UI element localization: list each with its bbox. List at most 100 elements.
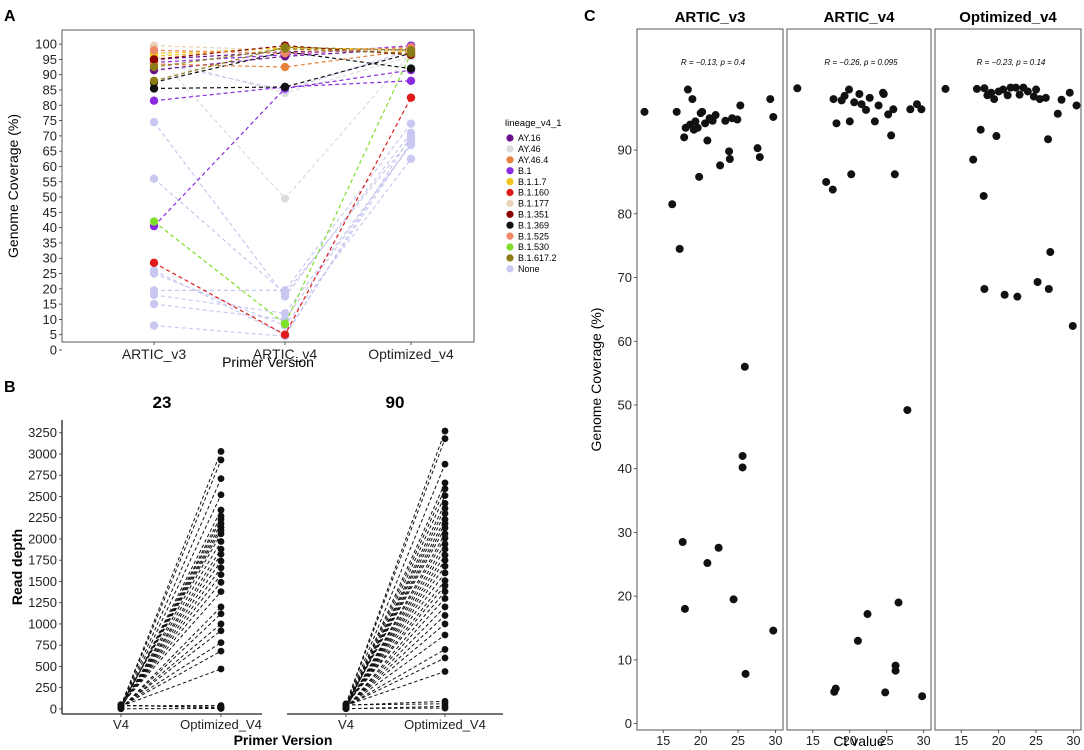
panel-b-pair-line [345,527,446,705]
panel-a-series-line [153,53,412,325]
panel-a-legend-label: B.1.617.2 [518,253,557,263]
panel-b-point [217,538,225,545]
panel-b-pair-line [120,494,222,709]
panel-c-point [1057,95,1066,104]
panel-c-point [889,105,898,114]
panel-b-point [441,435,449,443]
panel-b-pair-line [120,704,222,709]
panel-b-pair-line [345,463,446,706]
panel-c-point [879,90,888,99]
panel-a-chart: 0510152025303540455055606570758085909510… [5,29,562,370]
panel-c-correlation-annotation: R = −0.13, p = 0.4 [681,58,746,67]
panel-c-point [693,123,702,132]
panel-b-point [217,647,225,655]
panel-a-point [280,82,290,92]
panel-c-point [769,626,778,635]
panel-a-legend-label: B.1.351 [518,210,549,220]
panel-a-legend-label: None [518,264,540,274]
panel-c-point [698,107,707,116]
panel-c-point [640,107,649,116]
panel-c-point [1000,290,1009,299]
panel-b-point [217,603,225,611]
panel-c-ytick-label: 50 [618,397,632,412]
panel-c-point [1041,93,1050,102]
panel-c-point [870,117,879,126]
panel-c-ytick-label: 40 [618,461,632,476]
panel-c-point [703,559,712,568]
panel-c-facet-frame [636,28,784,731]
panel-c-ylabel: Genome Coverage (%) [588,308,604,452]
panel-a-ylabel: Genome Coverage (%) [5,114,21,258]
panel-b-pair-line [345,523,446,706]
panel-a-legend-title: lineage_v4_1 [505,118,562,129]
panel-c-point [683,85,692,94]
panel-a-ytick-label: 85 [43,83,57,98]
panel-c-point [1046,248,1055,257]
panel-b-pair-line [120,574,222,706]
panel-a-legend-label: B.1.369 [518,220,549,230]
panel-c-point [668,200,677,209]
panel-c-point [1072,101,1081,110]
panel-b-point [217,456,225,464]
panel-b-ylabel: Read depth [9,529,25,605]
panel-a-series-line [153,80,412,102]
panel-b-point [441,595,449,602]
panel-a-point [280,330,290,339]
panel-c-xtick-label: 30 [769,734,783,748]
panel-b-pair-line [120,519,222,708]
panel-a-series-line [153,45,412,61]
panel-b-pair-line [120,478,222,708]
panel-c-point [1023,87,1032,96]
panel-a-point [406,64,416,73]
panel-b-point [441,485,449,493]
panel-c-point [941,84,950,93]
panel-a-point [406,119,416,128]
panel-c-point [675,244,684,253]
panel-c-ytick-label: 60 [618,334,632,349]
panel-b-ytick-label: 2750 [28,468,57,483]
panel-a-ytick-label: 0 [50,343,57,358]
panel-a-legend-swatch [506,254,514,262]
panel-a-point [149,269,159,278]
panel-c-point [1053,109,1062,118]
panel-c-point [828,185,837,194]
panel-b-pair-line [345,585,446,705]
panel-a-point [406,131,416,141]
panel-b-ytick-label: 0 [50,701,57,716]
panel-b-point [441,551,449,559]
panel-a-point [280,309,290,318]
panel-c-point [678,538,687,547]
panel-c-xtick-label: 20 [843,734,857,748]
panel-c-xlabel: Ct value [833,733,885,749]
panel-b-point [217,557,225,565]
panel-b-pair-line [120,567,222,707]
panel-c-xtick-label: 25 [1029,734,1043,748]
panel-c-point [703,136,712,145]
panel-a-ytick-label: 40 [43,220,57,235]
panel-b-point [217,610,225,618]
panel-a-point [149,96,159,105]
panel-a-frame [61,29,475,343]
panel-b-point [441,577,449,584]
panel-c-point [738,451,747,460]
panel-a-point [406,93,416,102]
panel-b-point [441,427,449,435]
panel-a-legend-swatch [506,188,514,197]
panel-b-point [342,705,350,712]
panel-c-xtick-label: 25 [731,734,745,748]
panel-b-ytick-label: 500 [35,659,57,674]
panel-c-point [847,170,856,179]
panel-a-ytick-label: 75 [43,113,57,128]
panel-a-legend-label: B.1.530 [518,242,549,252]
panel-b-point [217,578,225,586]
panel-c-correlation-annotation: R = −0.26, p = 0.095 [824,58,898,67]
panel-b-xtick-label: V4 [338,717,354,732]
panel-c-ytick-label: 20 [618,589,632,604]
panel-c-point [865,93,874,102]
panel-b-point [217,665,225,673]
panel-a-point [280,319,290,329]
panel-c-point [979,191,988,200]
panel-c-ytick-label: 10 [618,652,632,667]
panel-a-legend-swatch [506,167,514,175]
panel-b-pair-line [345,615,446,708]
